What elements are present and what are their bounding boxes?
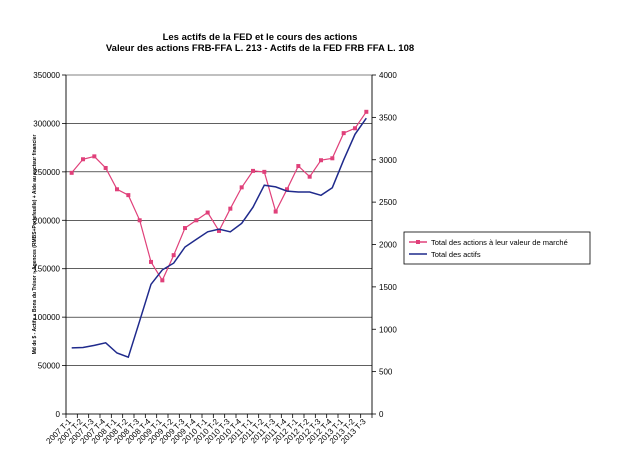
series-point	[273, 209, 278, 214]
y-left-axis-title: Md de $ - Actifs « Bons du Trésor » Agen…	[32, 135, 38, 355]
y-left-tick-label: 250000	[33, 168, 60, 177]
series-point	[353, 126, 357, 131]
series-point	[126, 193, 131, 198]
series-point	[183, 226, 187, 231]
series-point	[69, 170, 74, 175]
series-line-2	[71, 117, 367, 359]
y-left-tick-label: 350000	[33, 71, 60, 80]
legend-entry-label: Total des actifs	[431, 250, 481, 259]
series-point	[251, 168, 255, 173]
series-point	[115, 187, 119, 192]
series-point	[296, 164, 301, 169]
plot-area	[65, 74, 373, 415]
series-point	[81, 157, 85, 162]
y-right-tick-label: 3000	[379, 156, 397, 165]
y-left-tick-label: 200000	[33, 216, 60, 225]
series-point	[307, 174, 312, 179]
y-right-tick-label: 2500	[379, 198, 397, 207]
legend	[403, 231, 591, 265]
series-point	[171, 253, 176, 258]
series-point	[341, 131, 346, 136]
series-point	[137, 218, 142, 223]
series-point	[103, 165, 108, 170]
y-right-tick-label: 4000	[379, 71, 397, 80]
chart-subtitle: Valeur des actions FRB-FFA L. 213 - Acti…	[105, 43, 415, 54]
series-point	[217, 228, 221, 233]
series-point	[239, 185, 244, 190]
series-point	[228, 206, 233, 211]
series-point	[330, 156, 335, 161]
series-point	[285, 187, 289, 192]
series-point	[194, 218, 199, 223]
y-right-tick-label: 500	[379, 368, 393, 377]
y-left-tick-label: 150000	[33, 265, 60, 274]
series-point	[262, 169, 267, 174]
y-right-tick-label: 2000	[379, 241, 397, 250]
chart-title: Les actifs de la FED et le cours des act…	[162, 32, 358, 43]
y-left-tick-label: 50000	[38, 362, 61, 371]
y-right-tick-label: 1500	[379, 283, 397, 292]
series-point	[149, 259, 153, 264]
legend-marker	[416, 240, 420, 244]
y-right-tick-label: 3500	[379, 113, 397, 122]
y-right-tick-label: 0	[379, 410, 384, 419]
series-point	[364, 109, 369, 114]
y-left-tick-label: 100000	[33, 313, 60, 322]
series-point	[92, 154, 97, 159]
y-left-tick-label: 300000	[33, 119, 60, 128]
series-point	[205, 210, 210, 215]
legend-entry-label: Total des actions à leur valeur de march…	[431, 238, 568, 247]
series-point	[160, 278, 165, 283]
series-point	[319, 158, 323, 163]
y-left-tick-label: 0	[56, 410, 61, 419]
y-right-tick-label: 1000	[379, 325, 397, 334]
